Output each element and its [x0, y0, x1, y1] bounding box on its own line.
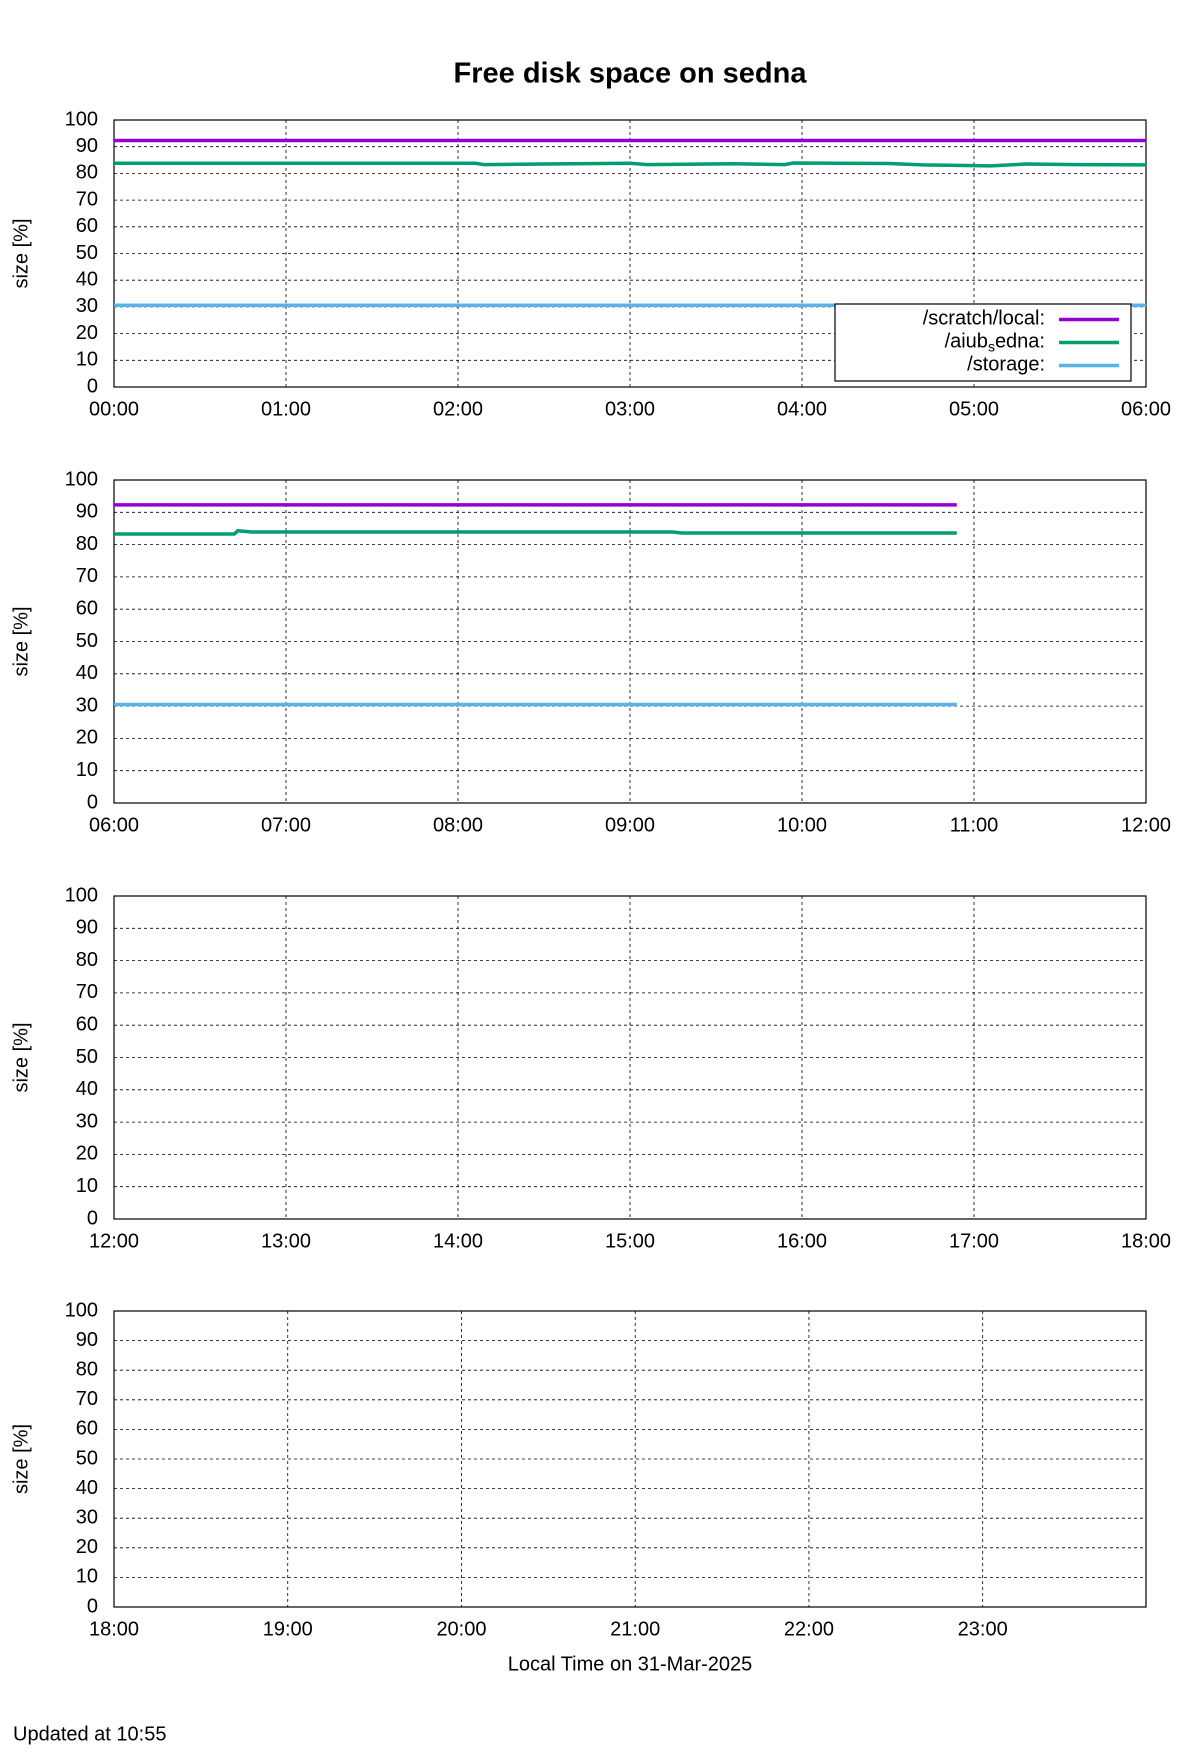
y-tick-label: 50	[76, 1046, 98, 1068]
y-tick-label: 20	[76, 1536, 98, 1558]
y-tick-label: 20	[76, 727, 98, 749]
y-tick-label: 50	[76, 1447, 98, 1469]
y-tick-label: 40	[76, 1078, 98, 1100]
y-tick-label: 20	[76, 322, 98, 344]
y-tick-label: 30	[76, 694, 98, 716]
footer: Updated at 10:55	[13, 1723, 166, 1745]
y-axis-label: size [%]	[10, 1424, 32, 1494]
x-tick-label: 19:00	[263, 1618, 313, 1640]
x-tick-label: 22:00	[784, 1618, 834, 1640]
x-tick-label: 17:00	[949, 1230, 999, 1252]
y-tick-label: 10	[76, 1566, 98, 1588]
x-tick-label: 03:00	[605, 398, 655, 420]
y-tick-label: 40	[76, 268, 98, 290]
y-tick-label: 10	[76, 349, 98, 371]
y-tick-label: 90	[76, 1329, 98, 1351]
x-tick-label: 10:00	[777, 814, 827, 836]
y-tick-label: 0	[87, 791, 98, 813]
legend-label: /scratch/local:	[923, 308, 1045, 330]
y-tick-label: 10	[76, 1175, 98, 1197]
x-tick-label: 09:00	[605, 814, 655, 836]
y-tick-label: 80	[76, 162, 98, 184]
y-tick-label: 60	[76, 215, 98, 237]
x-tick-label: 05:00	[949, 398, 999, 420]
y-tick-label: 10	[76, 759, 98, 781]
y-tick-label: 80	[76, 1358, 98, 1380]
y-tick-label: 80	[76, 533, 98, 555]
x-tick-label: 04:00	[777, 398, 827, 420]
x-tick-label: 12:00	[89, 1230, 139, 1252]
y-tick-label: 40	[76, 662, 98, 684]
x-tick-label: 20:00	[436, 1618, 486, 1640]
y-tick-label: 0	[87, 1595, 98, 1617]
x-tick-label: 13:00	[261, 1230, 311, 1252]
x-tick-label: 06:00	[1121, 398, 1171, 420]
y-tick-label: 70	[76, 981, 98, 1003]
x-tick-label: 18:00	[89, 1618, 139, 1640]
y-tick-label: 20	[76, 1143, 98, 1165]
x-tick-label: 07:00	[261, 814, 311, 836]
x-tick-label: 11:00	[950, 814, 999, 836]
y-tick-label: 100	[65, 468, 98, 490]
y-tick-label: 70	[76, 1388, 98, 1410]
y-tick-label: 40	[76, 1477, 98, 1499]
plot-frame	[113, 1310, 1147, 1608]
x-tick-label: 18:00	[1121, 1230, 1171, 1252]
x-tick-label: 14:00	[433, 1230, 483, 1252]
y-tick-label: 90	[76, 501, 98, 523]
y-tick-label: 90	[76, 135, 98, 157]
y-tick-label: 60	[76, 597, 98, 619]
y-tick-label: 0	[87, 375, 98, 397]
y-tick-label: 70	[76, 565, 98, 587]
y-tick-label: 70	[76, 188, 98, 210]
x-tick-label: 21:00	[610, 1618, 660, 1640]
y-tick-label: 60	[76, 1013, 98, 1035]
legend-label: /storage:	[967, 354, 1045, 376]
x-tick-label: 23:00	[958, 1618, 1008, 1640]
page-title: Free disk space on sedna	[454, 58, 808, 90]
x-axis-label: Local Time on 31-Mar-2025	[508, 1653, 753, 1675]
plot-frame	[113, 895, 1147, 1220]
x-tick-label: 12:00	[1121, 814, 1171, 836]
y-axis-label: size [%]	[10, 218, 32, 288]
plot-frame	[113, 119, 1147, 388]
y-tick-label: 0	[87, 1207, 98, 1229]
x-tick-label: 01:00	[261, 398, 311, 420]
y-tick-label: 80	[76, 949, 98, 971]
y-tick-label: 50	[76, 630, 98, 652]
x-tick-label: 06:00	[89, 814, 139, 836]
y-tick-label: 30	[76, 1506, 98, 1528]
y-tick-label: 100	[65, 884, 98, 906]
y-axis-label: size [%]	[10, 606, 32, 676]
y-tick-label: 90	[76, 917, 98, 939]
x-tick-label: 08:00	[433, 814, 483, 836]
x-tick-label: 00:00	[89, 398, 139, 420]
legend-label: /aiubsedna:	[945, 331, 1045, 354]
x-tick-label: 16:00	[777, 1230, 827, 1252]
x-tick-label: 15:00	[605, 1230, 655, 1252]
y-tick-label: 30	[76, 1110, 98, 1132]
x-tick-label: 02:00	[433, 398, 483, 420]
y-tick-label: 100	[65, 108, 98, 130]
plot-frame	[113, 479, 1147, 804]
data-line	[114, 528, 957, 536]
y-tick-label: 30	[76, 295, 98, 317]
data-line	[114, 161, 1147, 168]
y-tick-label: 50	[76, 242, 98, 264]
y-tick-label: 100	[65, 1299, 98, 1321]
y-tick-label: 60	[76, 1418, 98, 1440]
y-axis-label: size [%]	[10, 1022, 32, 1092]
